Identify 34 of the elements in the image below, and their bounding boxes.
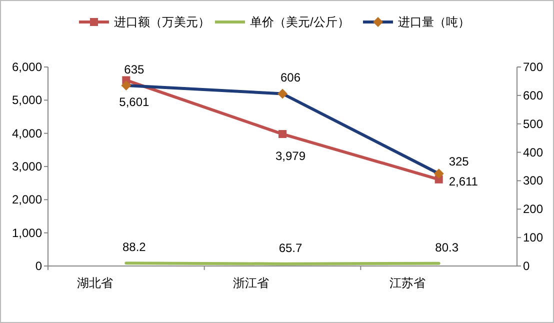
data-label: 606 bbox=[280, 70, 301, 85]
data-label: 635 bbox=[124, 62, 144, 76]
y-tick-label: 0 bbox=[35, 259, 42, 273]
data-label: 88.2 bbox=[122, 240, 146, 254]
y2-tick-label: 500 bbox=[523, 116, 544, 131]
y-tick-label: 5,000 bbox=[12, 93, 42, 108]
legend-label: 进口量（吨） bbox=[398, 15, 470, 29]
y-tick-label: 1,000 bbox=[12, 226, 42, 240]
y-tick-label: 3,000 bbox=[12, 160, 42, 174]
data-label: 5,601 bbox=[119, 95, 150, 110]
y2-tick-label: 600 bbox=[523, 88, 544, 102]
point bbox=[434, 168, 444, 179]
data-label: 325 bbox=[448, 154, 470, 169]
y-tick-label: 6,000 bbox=[12, 60, 42, 74]
y2-tick-label: 700 bbox=[523, 60, 544, 74]
data-label: 3,979 bbox=[275, 149, 306, 164]
point bbox=[278, 130, 286, 138]
y2-tick-label: 400 bbox=[523, 145, 544, 160]
data-label: 80.3 bbox=[435, 240, 459, 254]
x-tick-label: 湖北省 bbox=[76, 276, 113, 290]
x-tick-label: 浙江省 bbox=[233, 276, 270, 290]
legend-label: 进口额（万美元） bbox=[114, 15, 210, 29]
y-tick-label: 2,000 bbox=[12, 192, 42, 207]
point bbox=[121, 80, 132, 90]
legend-label: 单价（美元/公斤） bbox=[250, 15, 350, 29]
data-label: 65.7 bbox=[278, 240, 302, 255]
data-label: 2,611 bbox=[448, 174, 478, 188]
point bbox=[278, 88, 288, 99]
y-tick-label: 4,000 bbox=[12, 126, 42, 140]
y2-tick-label: 200 bbox=[523, 202, 544, 216]
y2-tick-label: 100 bbox=[523, 230, 544, 245]
y2-tick-label: 300 bbox=[523, 174, 544, 188]
y2-tick-label: 0 bbox=[523, 259, 530, 273]
x-tick-label: 江苏省 bbox=[390, 276, 426, 290]
